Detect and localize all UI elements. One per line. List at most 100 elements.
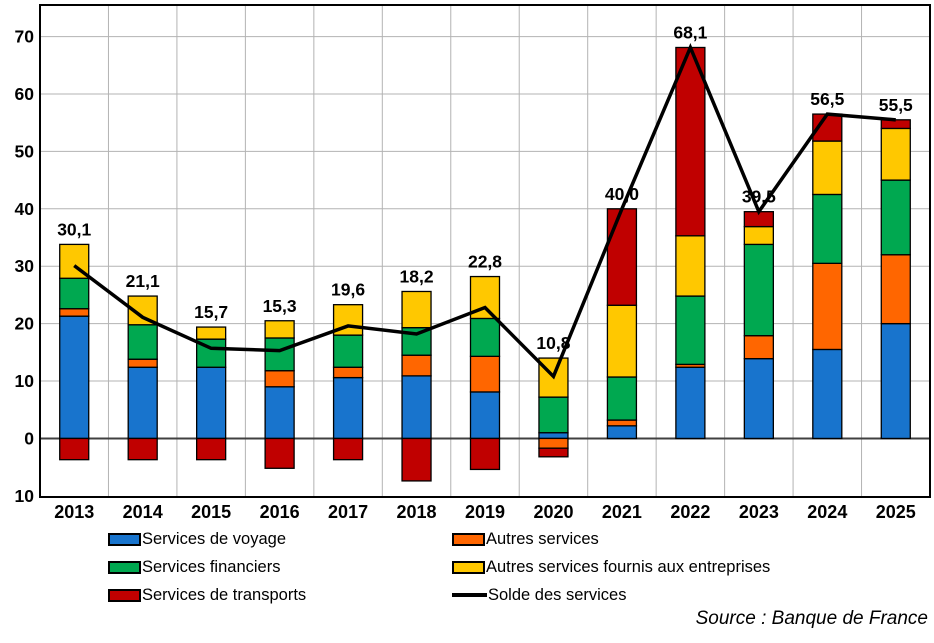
x-axis-tick-label: 2018: [397, 502, 437, 522]
bar-value-label: 68,1: [673, 22, 707, 42]
bar-segment: [743, 335, 774, 360]
bar-segment: [401, 437, 432, 482]
legend-item-solde-des-services: Solde des services: [452, 586, 627, 604]
bar-segment: [743, 357, 774, 440]
bar-segment: [401, 290, 432, 329]
bar-segment: [332, 437, 364, 461]
bar-segment: [538, 396, 569, 434]
bar-segment: [127, 366, 158, 440]
bar-segment: [675, 235, 706, 297]
bar-segment: [812, 348, 843, 440]
bar-segment: [675, 366, 706, 440]
bar-segment: [880, 322, 911, 440]
x-axis-tick-label: 2024: [807, 502, 847, 522]
bar-segment: [469, 317, 501, 357]
bar-segment: [401, 354, 432, 377]
bar-segment: [880, 119, 911, 130]
bar-segment: [264, 320, 295, 339]
legend-item-services-de-voyage: Services de voyage: [108, 530, 286, 548]
bar-segment: [127, 324, 158, 360]
x-axis-tick-label: 2015: [191, 502, 231, 522]
bar-segment: [469, 391, 501, 440]
bar-segment: [606, 208, 638, 306]
bar-segment: [332, 376, 364, 440]
source-text: Source : Banque de France: [695, 608, 928, 629]
bar-value-label: 10,8: [536, 333, 570, 353]
bar-segment: [675, 295, 706, 366]
bar-segment: [401, 375, 432, 440]
bar-value-label: 56,5: [810, 89, 844, 109]
y-axis-tick-label: 70: [15, 27, 35, 47]
legend-label: Services financiers: [142, 558, 281, 576]
legend-label: Services de transports: [142, 586, 307, 604]
bar-segment: [264, 386, 295, 440]
bar-segment: [606, 376, 638, 421]
bar-value-label: 55,5: [879, 95, 913, 115]
bar-segment: [59, 308, 90, 317]
legend-label: Autres services: [486, 530, 599, 548]
bar-segment: [196, 366, 227, 440]
bar-segment: [127, 358, 158, 368]
bar-segment: [196, 437, 227, 461]
bar-segment: [59, 315, 90, 440]
bar-segment: [675, 46, 706, 237]
legend-item-services-de-transports: Services de transports: [108, 586, 306, 604]
bar-segment: [59, 277, 90, 310]
yellow-swatch-icon: [452, 560, 485, 574]
bar-segment: [812, 193, 843, 264]
bar-value-label: 15,3: [263, 296, 297, 316]
blue-swatch-icon: [108, 532, 141, 546]
bar-value-label: 19,6: [331, 280, 365, 300]
bar-segment: [264, 337, 295, 372]
bar-segment: [332, 334, 364, 368]
bar-segment: [606, 425, 638, 440]
bar-segment: [469, 355, 501, 393]
red-swatch-icon: [108, 588, 141, 602]
bar-segment: [880, 179, 911, 256]
x-axis-tick-label: 2013: [54, 502, 94, 522]
bar-value-label: 40,0: [605, 184, 639, 204]
legend-item-autres-services: Autres services: [452, 530, 599, 548]
bar-segment: [812, 140, 843, 196]
y-axis-tick-label: 20: [15, 314, 35, 334]
bar-segment: [538, 447, 569, 458]
bar-segment: [127, 437, 158, 461]
y-axis-tick-label: 60: [15, 84, 35, 104]
bar-segment: [606, 304, 638, 378]
green-swatch-icon: [108, 560, 141, 574]
plot-border: [39, 4, 931, 498]
y-axis-tick-label: 40: [15, 199, 35, 219]
legend-label: Services de voyage: [142, 530, 286, 548]
bar-value-label: 21,1: [126, 271, 160, 291]
bar-segment: [59, 437, 90, 461]
bar-value-label: 22,8: [468, 252, 502, 272]
y-axis-tick-label: 10: [15, 486, 35, 506]
bar-value-label: 18,2: [400, 266, 434, 286]
legend-item-services-financiers: Services financiers: [108, 558, 280, 576]
y-axis-tick-label: 30: [15, 256, 35, 276]
bar-segment: [332, 366, 364, 379]
bar-segment: [264, 437, 295, 469]
x-axis-tick-label: 2022: [670, 502, 710, 522]
bar-segment: [538, 437, 569, 449]
legend-item-autres-services-entreprises: Autres services fournis aux entreprises: [452, 558, 770, 576]
legend-label: Solde des services: [488, 586, 627, 604]
y-axis-tick-label: 10: [15, 371, 35, 391]
x-axis-tick-label: 2019: [465, 502, 505, 522]
x-axis-tick-label: 2021: [602, 502, 642, 522]
orange-swatch-icon: [452, 532, 485, 546]
y-axis-tick-label: 0: [24, 428, 34, 448]
x-axis-tick-label: 2017: [328, 502, 368, 522]
y-axis-tick-label: 50: [15, 141, 35, 161]
x-axis-tick-label: 2014: [123, 502, 163, 522]
bar-segment: [196, 326, 227, 340]
bar-segment: [880, 254, 911, 325]
bar-segment: [469, 437, 501, 471]
x-axis-tick-label: 2020: [533, 502, 573, 522]
x-axis-tick-label: 2025: [876, 502, 916, 522]
bar-value-label: 15,7: [194, 302, 228, 322]
line-swatch-icon: [452, 593, 487, 597]
bar-segment: [743, 225, 774, 246]
bar-value-label: 30,1: [57, 219, 91, 239]
bar-segment: [606, 419, 638, 427]
